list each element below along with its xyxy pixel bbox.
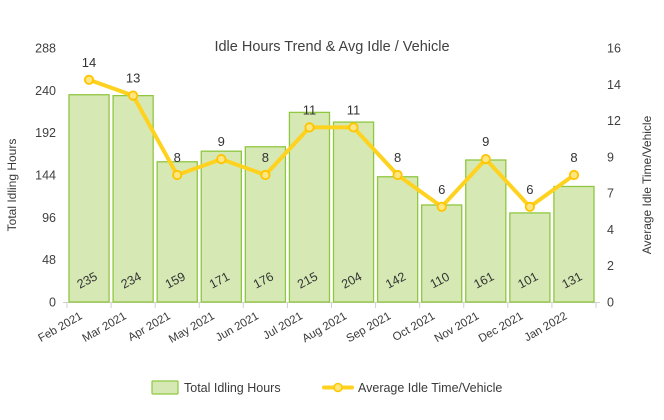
right-tick-label: 4 [607,223,614,237]
line-point-marker[interactable] [128,90,139,101]
x-axis-tickmarks [66,302,597,308]
line-value-label: 14 [82,55,96,70]
line-value-labels: 14 13 8 9 8 11 11 8 6 9 6 8 [82,55,578,197]
line-point-marker[interactable] [392,169,403,181]
x-axis-label: Feb 2021 [36,310,84,345]
line-series [83,74,580,212]
bar[interactable] [200,150,242,303]
left-tick-label: 240 [35,84,56,98]
line-value-label: 9 [218,134,225,149]
x-axis-label: Dec 2021 [477,310,526,345]
line-point-marker[interactable] [260,169,271,181]
left-tick-label: 288 [35,42,56,56]
bar-series [68,94,595,303]
bar[interactable] [465,159,507,303]
line-value-label: 6 [526,182,533,197]
bar[interactable] [553,185,595,303]
legend-label-total-idling-hours: Total Idling Hours [184,381,281,395]
line-value-label: 9 [482,134,489,149]
line-point-marker[interactable] [524,201,536,212]
line-point-marker[interactable] [348,122,359,133]
line-point-marker[interactable] [172,169,183,181]
line-point-marker[interactable] [480,154,491,165]
x-axis-label: May 2021 [167,310,217,346]
left-tick-label: 192 [35,126,56,140]
x-axis-label: Jun 2021 [214,310,261,344]
right-tick-label: 14 [607,78,621,92]
right-tick-label: 12 [607,114,621,128]
right-tick-label: 0 [607,296,614,310]
legend-swatch-icon [151,380,179,395]
line-point-marker[interactable] [83,74,95,85]
legend-label-average-idle-time: Average Idle Time/Vehicle [358,381,502,395]
line-value-label: 8 [394,150,401,165]
bar[interactable] [156,161,198,303]
right-axis-title: Average Idle Time/Vehicle [640,115,654,254]
line-point-marker[interactable] [568,169,580,181]
left-tick-label: 96 [42,211,56,225]
bar[interactable] [332,121,375,303]
x-axis-label: Mar 2021 [81,310,129,345]
bar[interactable] [112,94,154,303]
line-point-marker[interactable] [436,201,447,212]
legend-point-marker-icon [333,382,343,393]
bar[interactable] [376,176,419,303]
x-axis-label: Sep 2021 [344,310,393,345]
x-axis-label: Jan 2022 [522,310,569,344]
chart-title: Idle Hours Trend & Avg Idle / Vehicle [214,39,449,55]
line-value-label: 8 [174,150,181,165]
bar[interactable] [288,111,331,303]
x-axis-label: Oct 2021 [391,310,437,344]
line-value-label: 8 [262,150,269,165]
right-tick-label: 9 [607,150,614,164]
left-tick-label: 144 [35,169,56,183]
x-axis-label: Aug 2021 [300,310,349,345]
line-point-marker[interactable] [304,122,315,133]
x-axis-label: Jul 2021 [261,310,305,342]
left-tick-label: 0 [49,296,56,310]
left-axis-ticks: 0 48 96 144 192 240 288 [35,42,56,310]
line-value-label: 11 [303,102,317,117]
bar[interactable] [68,94,110,303]
right-tick-label: 2 [607,259,614,273]
bar[interactable] [509,212,551,303]
right-tick-label: 7 [607,187,614,201]
right-tick-label: 16 [607,42,621,56]
line-point-marker[interactable] [216,154,227,165]
x-axis-label: Apr 2021 [126,310,172,344]
line-value-label: 8 [570,150,577,165]
line-path [87,77,576,209]
line-value-label: 6 [438,182,445,197]
left-tick-label: 48 [42,253,56,267]
bar[interactable] [421,204,463,303]
right-axis-ticks: 0 2 4 7 9 12 14 16 [607,42,621,310]
line-value-label: 11 [347,102,361,117]
x-axis-label: Nov 2021 [433,310,482,345]
chart-legend: Total Idling Hours Average Idle Time/Veh… [151,380,502,395]
left-axis-title: Total Idling Hours [5,139,19,232]
line-value-label: 13 [126,71,140,86]
